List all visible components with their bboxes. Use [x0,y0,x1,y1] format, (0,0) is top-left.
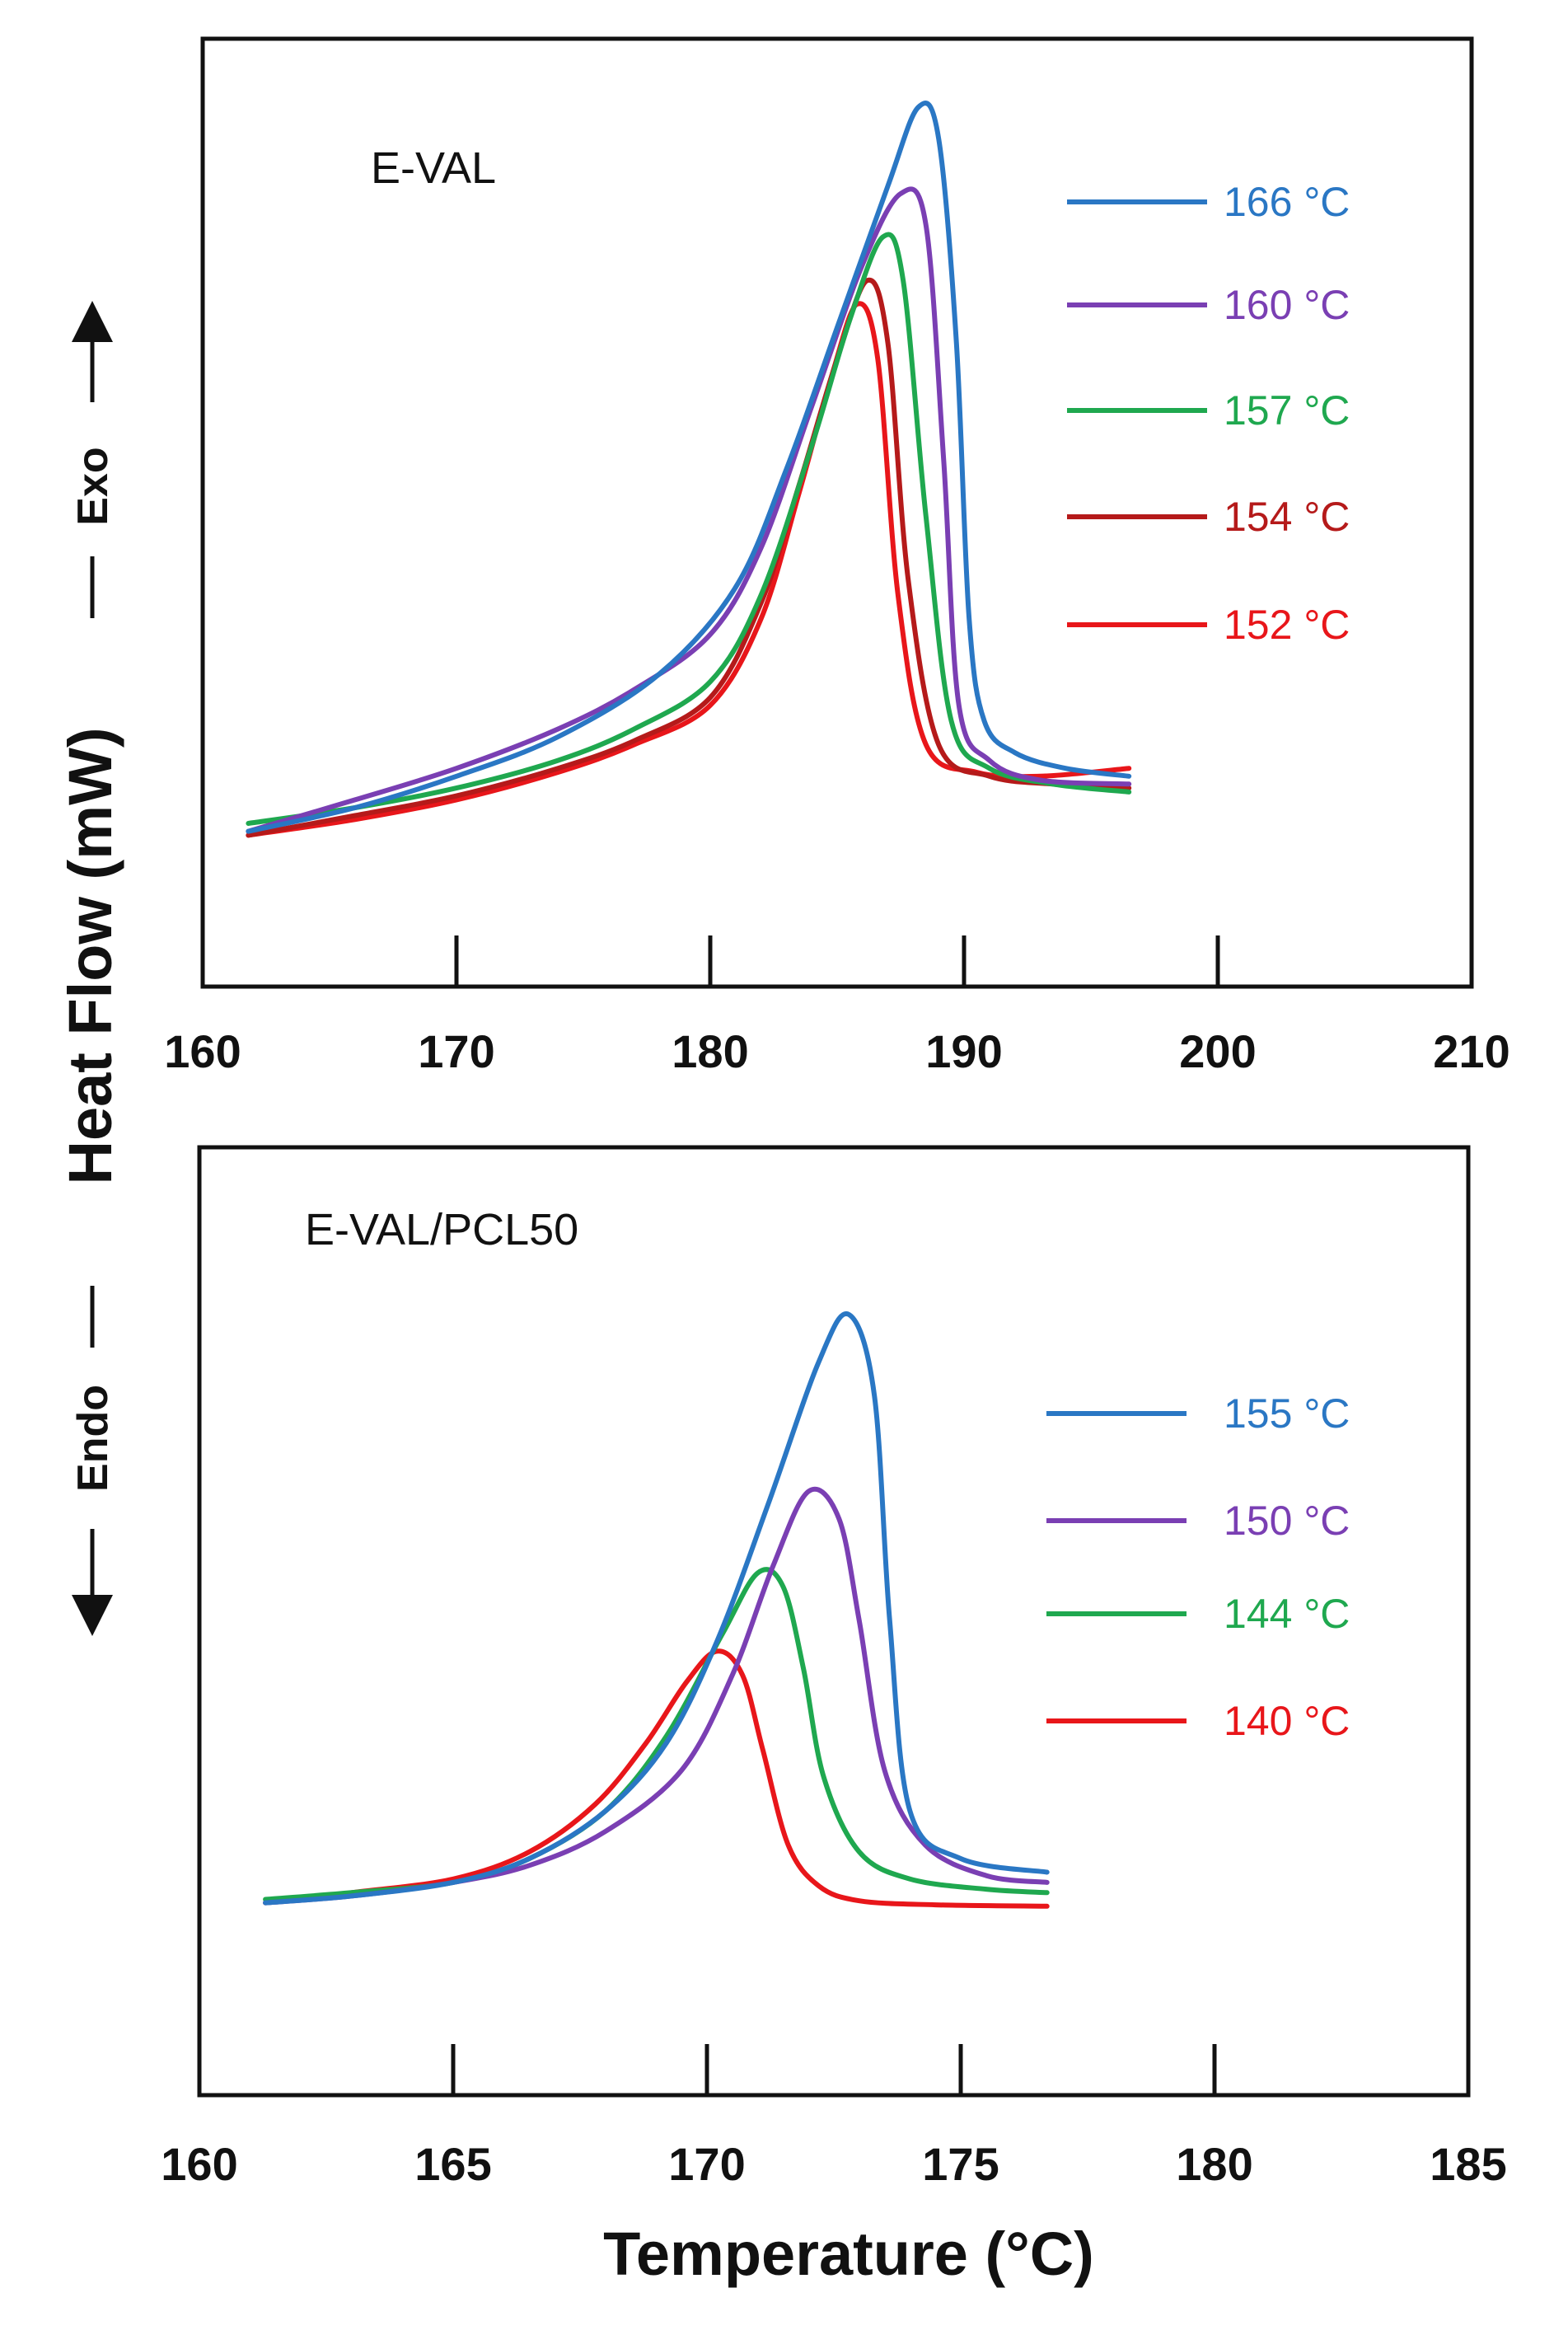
legend-label: 166 °C [1224,179,1350,225]
x-ticks-top [454,935,1220,987]
series-line-140c [263,1648,1050,1909]
series-line-154c [246,277,1132,838]
legend-label: 157 °C [1224,387,1350,434]
x-tick-label: 160 [164,1025,241,1077]
series-line-155c [263,1310,1050,1906]
series-line-166c [246,101,1132,834]
endo-indicator: Endo [69,1286,117,1636]
x-tick-label: 170 [668,2138,745,2190]
x-axis-title: Temperature (°C) [603,2220,1094,2288]
series-lines-bottom [263,1310,1050,1909]
plot-frame-bottom [197,1145,1471,2098]
x-tick-label: 165 [414,2138,491,2190]
panel-e-val: 160 170 180 190 200 210 E-VAL 166 °C 160 °C 157… [164,36,1510,1077]
series-line-152c [246,301,1132,838]
legend-label: 160 °C [1224,282,1350,328]
legend-label: 154 °C [1224,494,1350,540]
series-line-150c [263,1486,1050,1906]
legend-label: 144 °C [1224,1591,1350,1637]
x-tick-label: 170 [418,1025,494,1077]
x-tick-labels-top: 160 170 180 190 200 210 [164,1025,1509,1077]
legend-bottom: 155 °C 150 °C 144 °C 140 °C [1046,1390,1350,1744]
y-axis-title: Heat Flow (mW) [56,728,124,1185]
plot-frame-top [200,36,1474,989]
legend-label: 150 °C [1224,1498,1350,1544]
panel-title-e-val: E-VAL [371,143,496,193]
x-tick-label: 160 [161,2138,237,2190]
exo-indicator: Exo [69,301,117,618]
legend-label: 140 °C [1224,1698,1350,1744]
x-tick-label: 180 [1176,2138,1252,2190]
exo-label: Exo [69,447,117,525]
series-line-157c [246,232,1132,826]
x-tick-label: 175 [922,2138,999,2190]
x-tick-label: 190 [925,1025,1002,1077]
panel-title-e-val-pcl50: E-VAL/PCL50 [305,1205,578,1254]
x-tick-labels-bottom: 160 165 170 175 180 185 [161,2138,1506,2190]
legend-label: 155 °C [1224,1390,1350,1437]
series-line-160c [246,186,1132,834]
x-tick-label: 185 [1430,2138,1506,2190]
panel-e-val-pcl50: 160 165 170 175 180 185 E-VAL/PCL50 155 °C 150… [161,1145,1507,2190]
legend-label: 152 °C [1224,602,1350,648]
x-tick-label: 180 [672,1025,748,1077]
x-tick-label: 200 [1179,1025,1256,1077]
x-ticks-bottom [451,2044,1217,2095]
series-lines-top [246,101,1132,838]
legend-top: 166 °C 160 °C 157 °C 154 °C 152 °C [1067,179,1350,648]
endo-label: Endo [69,1385,117,1492]
x-tick-label: 210 [1433,1025,1509,1077]
